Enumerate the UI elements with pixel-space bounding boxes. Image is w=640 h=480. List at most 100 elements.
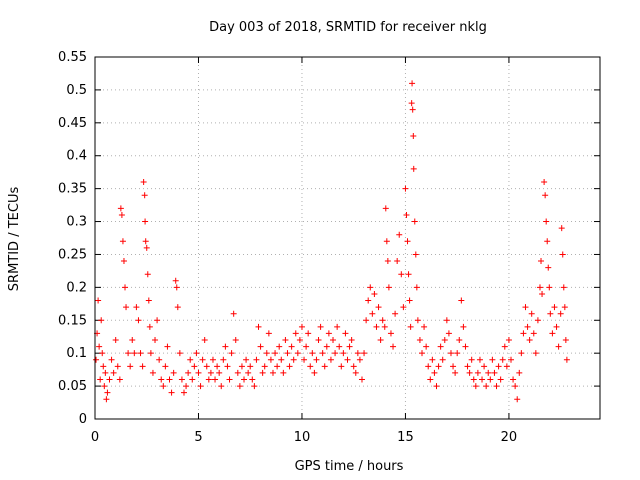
data-point [187, 356, 194, 363]
data-point [562, 337, 569, 344]
data-points [93, 80, 570, 403]
chart-title: Day 003 of 2018, SRMTID for receiver nkl… [209, 20, 487, 35]
data-point [135, 317, 142, 324]
data-point [253, 356, 260, 363]
data-point [203, 363, 210, 370]
data-point [274, 363, 281, 370]
data-point [522, 304, 529, 311]
data-point [197, 383, 204, 390]
data-point [382, 205, 389, 212]
data-point [96, 343, 103, 350]
data-point [164, 343, 171, 350]
data-point [99, 350, 106, 357]
data-point [238, 363, 245, 370]
y-tick-label: 0.5 [66, 83, 87, 98]
data-point [311, 369, 318, 376]
data-point [284, 350, 291, 357]
data-point [146, 323, 153, 330]
data-point [255, 323, 262, 330]
data-point [174, 304, 181, 311]
data-point [216, 369, 223, 376]
data-point [396, 231, 403, 238]
data-point [123, 304, 130, 311]
data-point [545, 264, 552, 271]
data-point [371, 290, 378, 297]
data-point [140, 179, 147, 186]
data-point [307, 363, 314, 370]
data-point [321, 363, 328, 370]
data-point [288, 343, 295, 350]
data-point [280, 369, 287, 376]
data-point [110, 369, 117, 376]
data-point [336, 343, 343, 350]
data-point [346, 343, 353, 350]
data-point [125, 350, 132, 357]
data-point [269, 369, 276, 376]
data-point [116, 376, 123, 383]
data-point [98, 317, 105, 324]
data-point [120, 258, 127, 265]
data-point [145, 297, 152, 304]
data-point [483, 383, 490, 390]
data-point [245, 369, 252, 376]
data-point [137, 350, 144, 357]
x-tick-label: 10 [294, 430, 311, 445]
data-point [563, 356, 570, 363]
data-point [342, 330, 349, 337]
data-point [400, 304, 407, 311]
data-point [236, 383, 243, 390]
data-point [152, 337, 159, 344]
y-tick-label: 0.25 [58, 247, 87, 262]
data-point [551, 304, 558, 311]
data-point [276, 343, 283, 350]
data-point [470, 376, 477, 383]
data-point [183, 383, 190, 390]
data-point [358, 376, 365, 383]
data-point [375, 304, 382, 311]
data-point [561, 304, 568, 311]
data-point [251, 383, 258, 390]
data-point [406, 297, 413, 304]
data-point [460, 323, 467, 330]
data-point [555, 343, 562, 350]
data-point [338, 363, 345, 370]
data-point [257, 343, 264, 350]
data-point [214, 363, 221, 370]
data-point [423, 343, 430, 350]
data-point [108, 356, 115, 363]
data-point [104, 389, 111, 396]
data-point [272, 350, 279, 357]
data-point [503, 363, 510, 370]
data-point [195, 369, 202, 376]
data-point [334, 323, 341, 330]
data-point [491, 369, 498, 376]
y-tick-label: 0.05 [58, 379, 87, 394]
data-point [315, 337, 322, 344]
data-point [526, 337, 533, 344]
data-point [309, 350, 316, 357]
data-point [131, 350, 138, 357]
data-point [464, 363, 471, 370]
data-point [298, 323, 305, 330]
data-point [122, 284, 129, 291]
data-point [119, 238, 126, 245]
data-point [259, 369, 266, 376]
data-point [282, 337, 289, 344]
data-point [261, 363, 268, 370]
data-point [170, 369, 177, 376]
data-point [543, 218, 550, 225]
data-point [377, 337, 384, 344]
data-point [414, 317, 421, 324]
data-point [112, 337, 119, 344]
data-point [497, 376, 504, 383]
data-point [501, 343, 508, 350]
data-point [429, 356, 436, 363]
data-point [228, 350, 235, 357]
data-point [427, 376, 434, 383]
x-axis-label: GPS time / hours [295, 459, 404, 474]
data-point [433, 383, 440, 390]
data-point [558, 225, 565, 232]
data-point [133, 304, 140, 311]
